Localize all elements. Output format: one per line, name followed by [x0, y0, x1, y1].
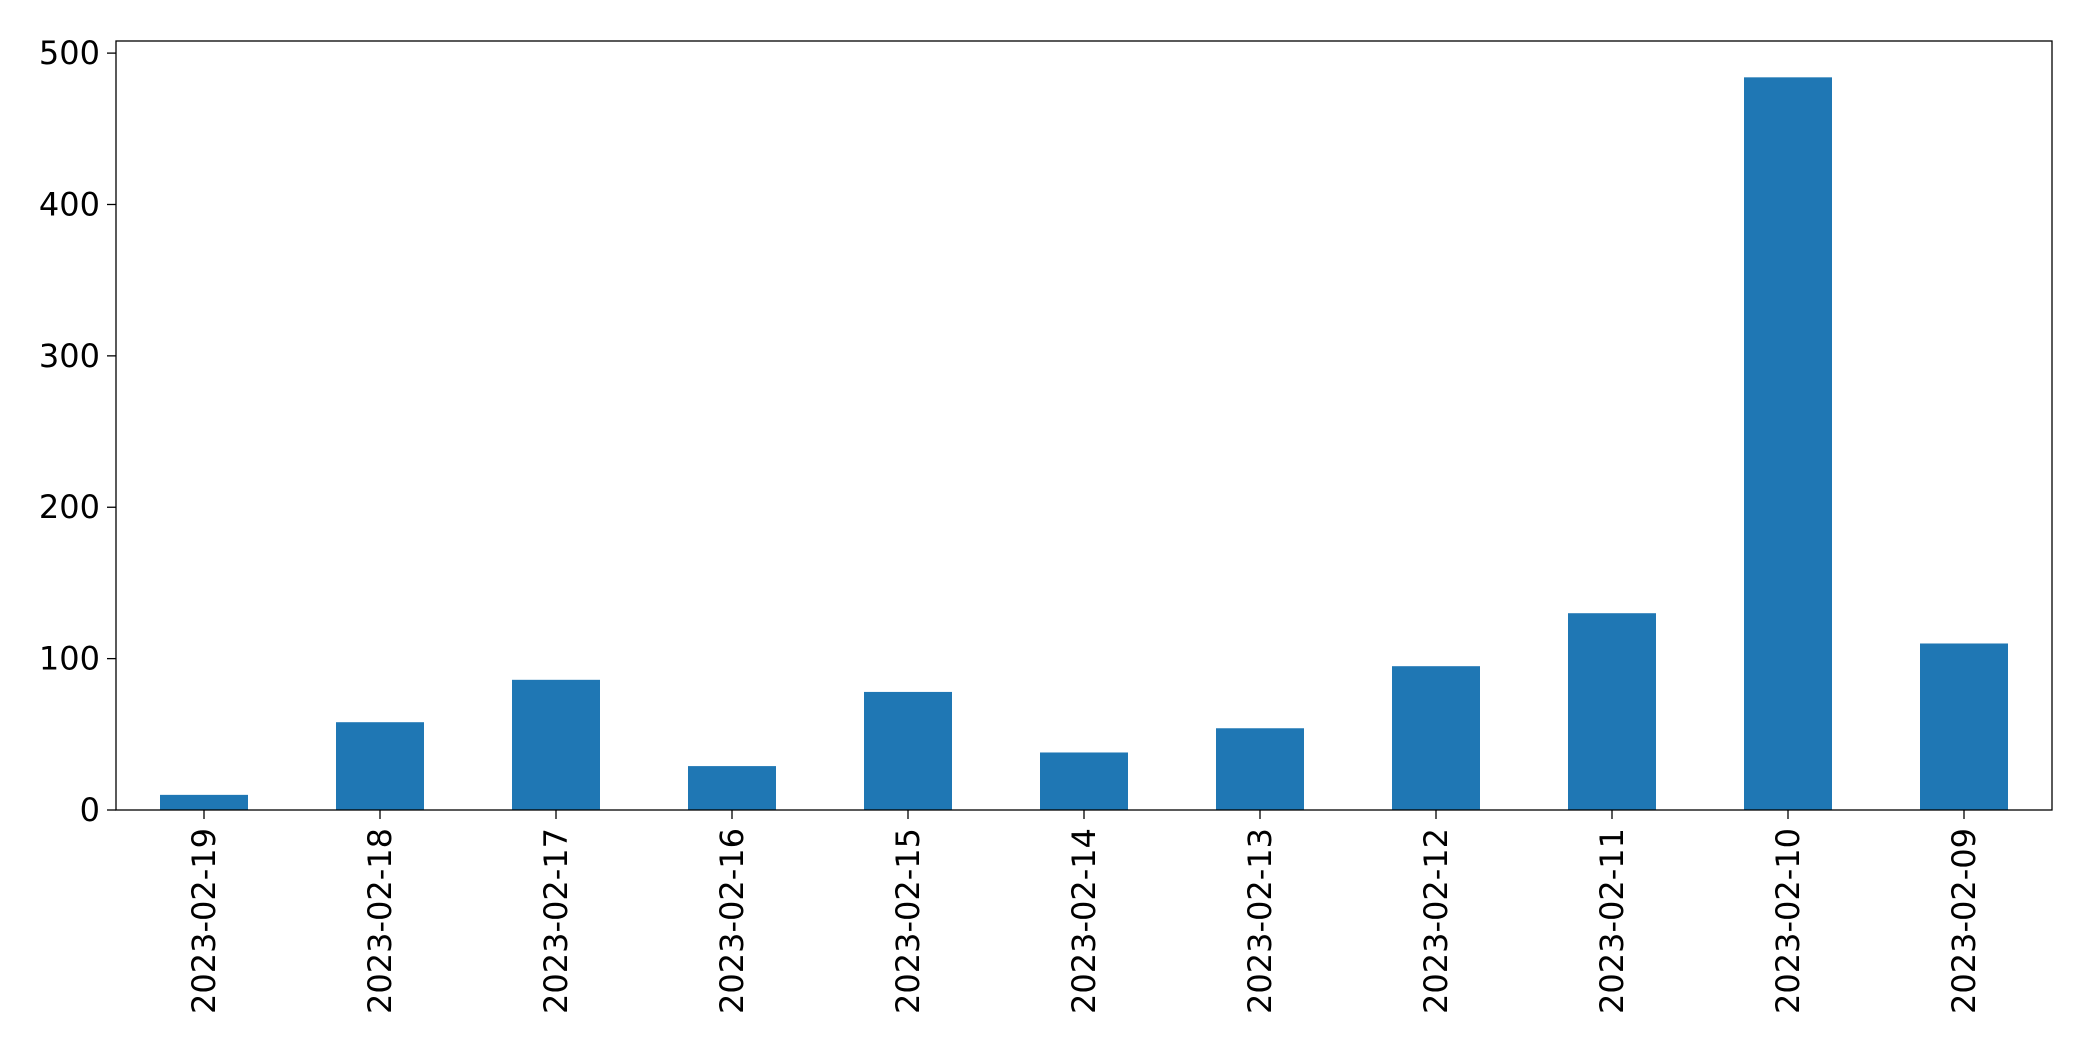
plot-frame: [115, 40, 2053, 811]
x-tick-label: 2023-02-12: [1417, 828, 1455, 1014]
bar: [1920, 643, 2008, 810]
bar: [688, 766, 776, 810]
bar: [1744, 77, 1832, 811]
x-tick-label: 2023-02-15: [889, 828, 927, 1014]
x-tick-label: 2023-02-11: [1593, 828, 1631, 1014]
x-tick-label: 2023-02-13: [1241, 828, 1279, 1014]
y-tick-label: 200: [39, 488, 100, 526]
bar: [864, 691, 952, 810]
bar: [336, 722, 424, 810]
y-tick-label: 300: [39, 337, 100, 375]
bar: [160, 794, 248, 810]
bar: [1216, 728, 1304, 810]
x-tick-label: 2023-02-09: [1945, 828, 1983, 1014]
bar: [1568, 613, 1656, 810]
x-tick-label: 2023-02-10: [1769, 828, 1807, 1014]
y-tick-label: 100: [39, 640, 100, 678]
x-tick-label: 2023-02-17: [537, 828, 575, 1014]
x-tick-label: 2023-02-19: [185, 828, 223, 1014]
bar: [512, 679, 600, 810]
bar: [1040, 752, 1128, 810]
x-tick-label: 2023-02-18: [361, 828, 399, 1014]
y-tick-label: 500: [39, 34, 100, 72]
x-tick-label: 2023-02-14: [1065, 828, 1103, 1014]
x-tick-label: 2023-02-16: [713, 828, 751, 1014]
y-tick-label: 400: [39, 185, 100, 223]
y-tick-label: 0: [80, 791, 100, 829]
bar: [1392, 666, 1480, 810]
